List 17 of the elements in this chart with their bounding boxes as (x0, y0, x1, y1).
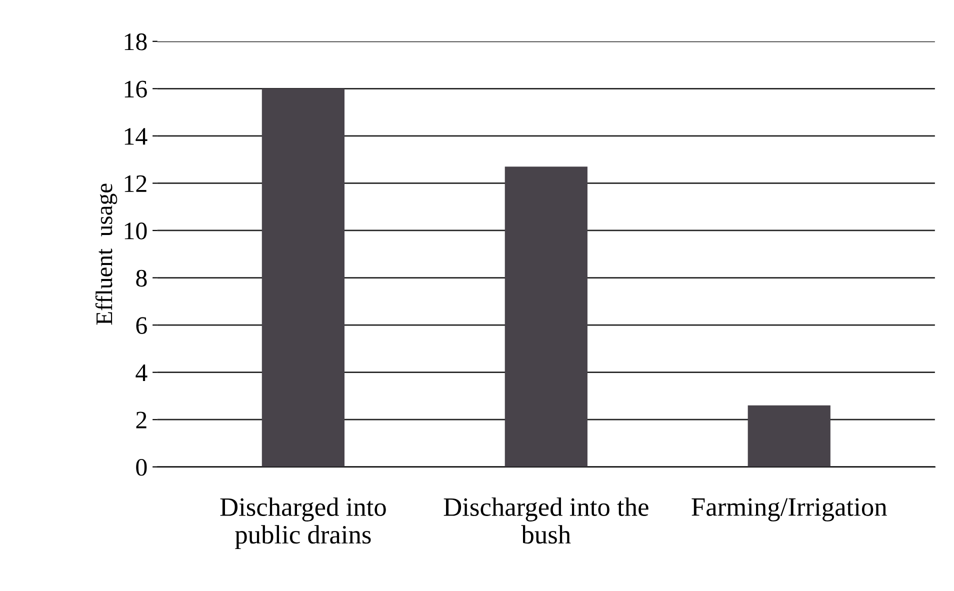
y-tick-label: 0 (136, 458, 147, 476)
y-tick-label: 4 (136, 364, 148, 382)
x-tick-label: Farming/Irrigation (692, 498, 887, 522)
bar (262, 88, 344, 467)
y-tick-label: 10 (124, 222, 147, 240)
bar (748, 405, 830, 467)
y-tick-label: 8 (136, 270, 147, 287)
x-tick-label: Discharged into the bush (444, 497, 648, 544)
y-tick-label: 2 (136, 412, 146, 428)
bar (504, 166, 588, 467)
y-tick-label: 14 (124, 128, 148, 145)
y-tick-label: 16 (124, 80, 147, 98)
y-axis-title: Effluent usage (95, 184, 118, 325)
y-tick-label: 18 (124, 33, 147, 50)
y-tick-label: 12 (124, 175, 146, 192)
y-tick-label: 6 (136, 317, 147, 334)
x-tick-label: Discharged into public drains (220, 497, 386, 550)
